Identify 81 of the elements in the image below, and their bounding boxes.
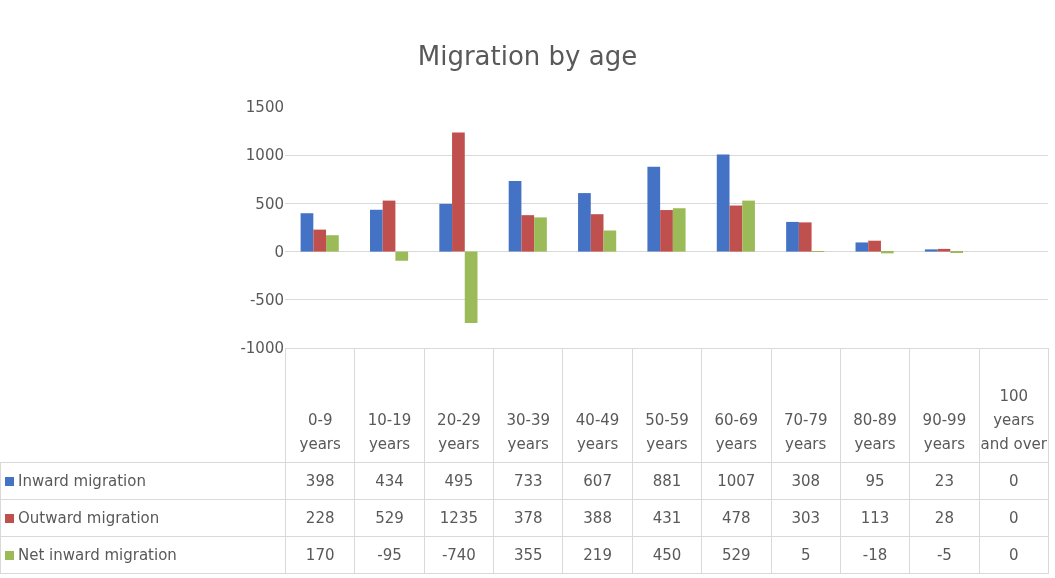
data-label: -18 xyxy=(840,536,910,574)
data-label: 733 xyxy=(493,462,563,500)
data-label: 431 xyxy=(632,499,702,537)
y-tick-label: 0 xyxy=(274,242,284,261)
data-label: 529 xyxy=(354,499,425,537)
data-label: 5 xyxy=(771,536,841,574)
bar xyxy=(855,242,869,252)
data-label: 355 xyxy=(493,536,563,574)
legend-label: Outward migration xyxy=(0,499,286,537)
x-tick-label: 40-49 years xyxy=(562,348,633,463)
x-tick-label: 10-19 years xyxy=(354,348,425,463)
bar xyxy=(798,222,812,252)
data-label: 450 xyxy=(632,536,702,574)
data-label: 495 xyxy=(424,462,494,500)
data-label: 113 xyxy=(840,499,910,537)
bar xyxy=(868,240,881,252)
data-label: 881 xyxy=(632,462,702,500)
data-label: 95 xyxy=(840,462,910,500)
bar xyxy=(647,166,661,252)
bar xyxy=(508,180,522,252)
x-tick-label: 70-79 years xyxy=(771,348,841,463)
y-tick-label: -500 xyxy=(249,291,284,310)
data-label: 28 xyxy=(909,499,980,537)
bar xyxy=(534,217,547,252)
bar xyxy=(742,200,755,252)
y-tick-label: 1000 xyxy=(245,146,284,165)
x-tick-label: 20-29 years xyxy=(424,348,494,463)
bar xyxy=(452,132,465,252)
data-label: 1007 xyxy=(701,462,772,500)
bar xyxy=(937,248,951,252)
data-label: -740 xyxy=(424,536,494,574)
data-label: 0 xyxy=(979,536,1049,574)
x-tick-label: 90-99 years xyxy=(909,348,980,463)
data-label: 170 xyxy=(285,536,355,574)
bar xyxy=(660,210,673,252)
chart-title: Migration by age xyxy=(417,41,638,72)
data-label: 529 xyxy=(701,536,772,574)
x-tick-label: 30-39 years xyxy=(493,348,563,463)
data-label: 478 xyxy=(701,499,772,537)
data-label: 0 xyxy=(979,499,1049,537)
bar xyxy=(369,209,383,252)
data-label: 219 xyxy=(562,536,633,574)
y-tick-label: 500 xyxy=(255,194,284,213)
y-tick-label: -1000 xyxy=(240,339,284,358)
data-label: 388 xyxy=(562,499,633,537)
bar xyxy=(382,200,396,252)
data-label: 607 xyxy=(562,462,633,500)
bar xyxy=(521,215,535,252)
x-tick-label: 60-69 years xyxy=(701,348,772,463)
x-tick-label: 80-89 years xyxy=(840,348,910,463)
bar xyxy=(439,203,453,252)
data-label: 23 xyxy=(909,462,980,500)
x-tick-label: 0-9 years xyxy=(285,348,355,463)
legend-label: Net inward migration xyxy=(0,536,286,574)
bar xyxy=(590,214,604,252)
bar xyxy=(786,221,799,252)
data-label: 434 xyxy=(354,462,425,500)
data-label: 0 xyxy=(979,462,1049,500)
data-label: 1235 xyxy=(424,499,494,537)
x-tick-label: 100 years and over xyxy=(979,348,1049,463)
legend-label: Inward migration xyxy=(0,462,286,500)
bar xyxy=(672,208,686,252)
bar xyxy=(300,213,314,252)
data-label: 303 xyxy=(771,499,841,537)
bar xyxy=(326,235,339,252)
bar xyxy=(395,251,409,261)
data-label: 378 xyxy=(493,499,563,537)
bar xyxy=(924,249,938,252)
data-label: 228 xyxy=(285,499,355,537)
data-label: 308 xyxy=(771,462,841,500)
data-label: -95 xyxy=(354,536,425,574)
data-label: -5 xyxy=(909,536,980,574)
x-tick-label: 50-59 years xyxy=(632,348,702,463)
bar xyxy=(313,229,327,252)
y-tick-label: 1500 xyxy=(245,98,284,117)
bar xyxy=(729,205,743,252)
data-label: 398 xyxy=(285,462,355,500)
bar xyxy=(464,251,478,323)
bar xyxy=(578,193,591,252)
bar xyxy=(716,154,730,252)
bar xyxy=(603,230,617,252)
